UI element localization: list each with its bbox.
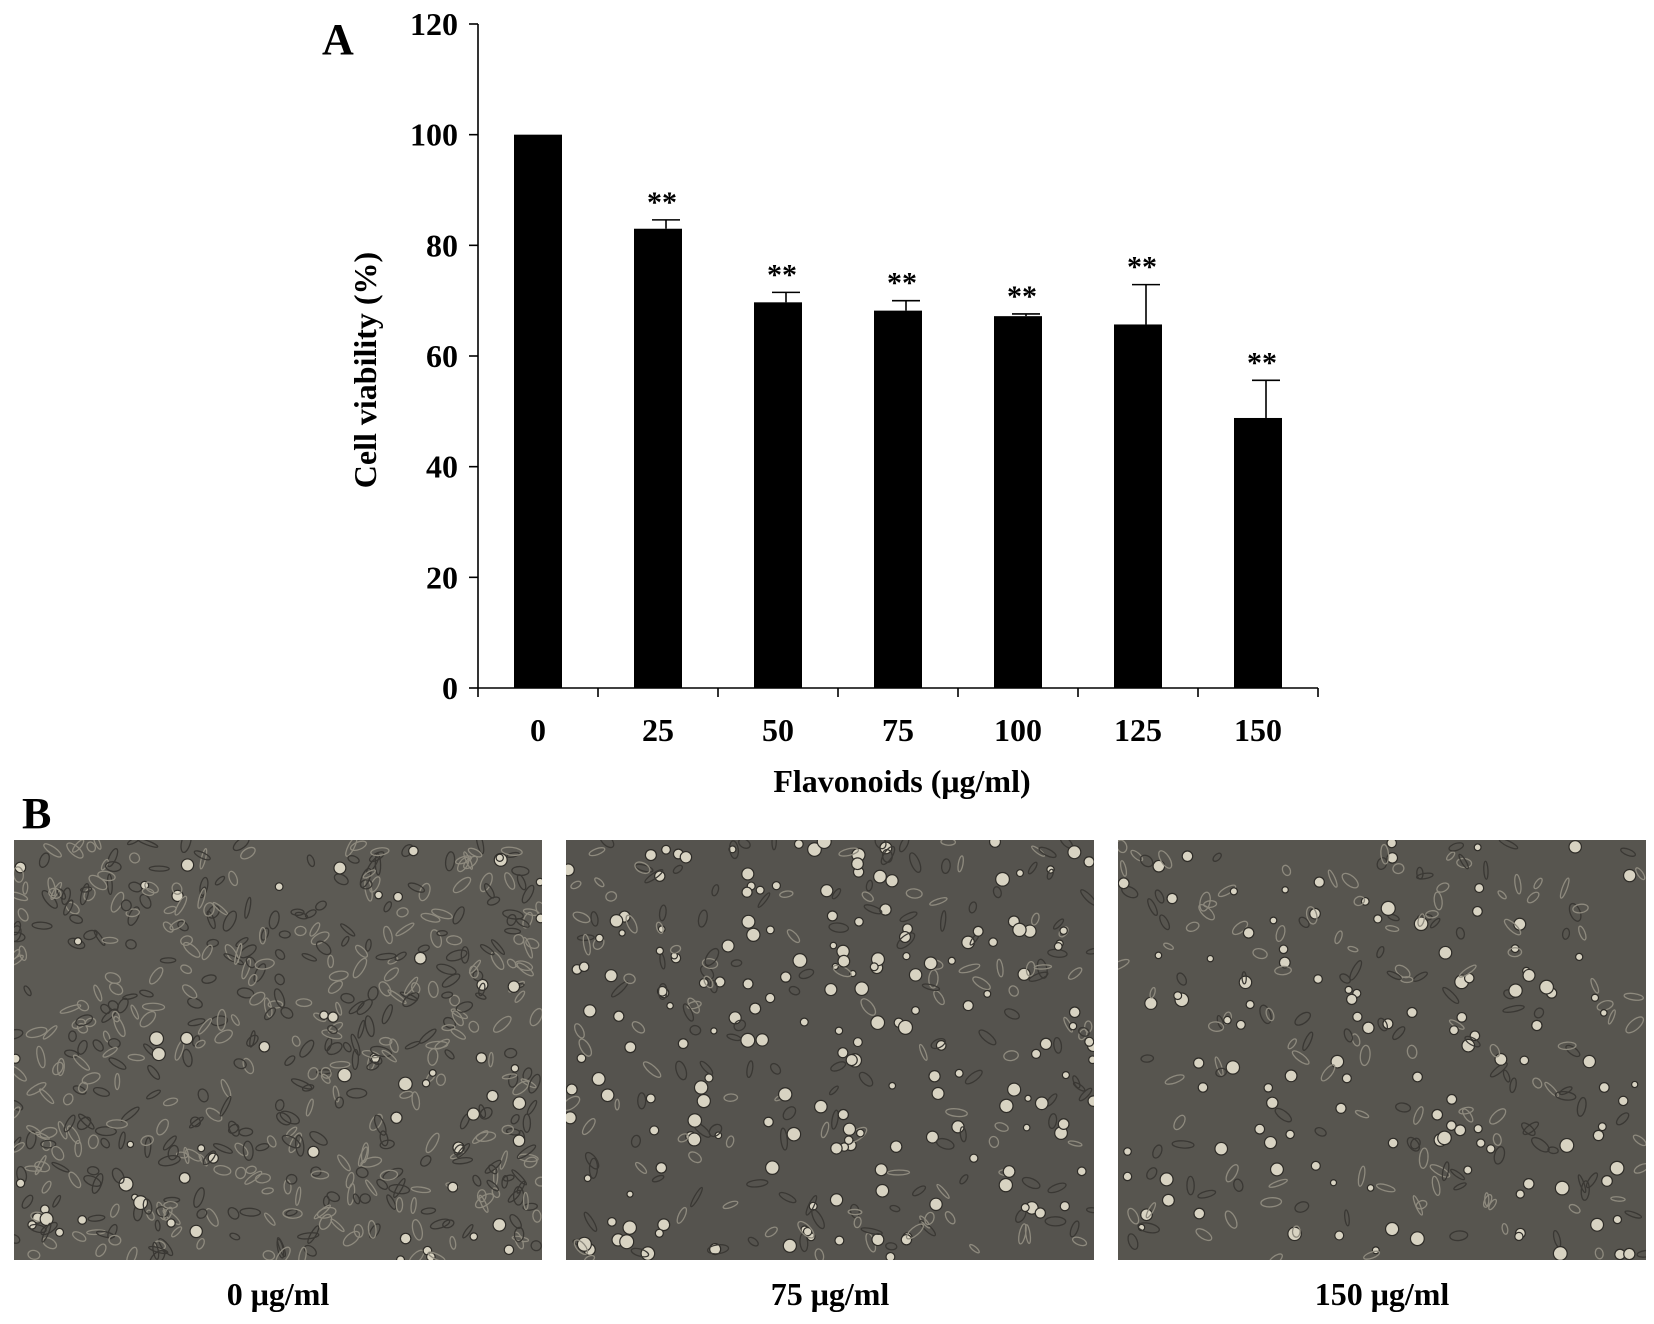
micrograph-caption-75: 75 μg/ml: [770, 1276, 890, 1312]
micrograph-0: [14, 840, 542, 1260]
y-tick-label: 100: [410, 117, 458, 153]
x-tick-label-150: 150: [1234, 712, 1282, 748]
x-tick-label-100: 100: [994, 712, 1042, 748]
x-tick-label-125: 125: [1114, 712, 1162, 748]
y-axis-label: Cell viability (%): [347, 252, 383, 488]
bar-chart: 0 20 40 60 80 100 120 ** ** ** ** ** ** 0 25 50 75 100 1…: [347, 6, 1319, 799]
micrograph-caption-0: 0 μg/ml: [226, 1276, 330, 1312]
y-tick-label: 0: [442, 670, 458, 706]
bar-0: [514, 134, 562, 688]
y-tick-label: 60: [426, 338, 458, 374]
x-tick-label-75: 75: [882, 712, 914, 748]
significance-mark-75: **: [887, 267, 917, 300]
x-axis-ticks: 0 25 50 75 100 125 150: [477, 688, 1319, 748]
significance-mark-25: **: [647, 186, 677, 219]
bar-25: [634, 228, 682, 688]
x-tick-label-25: 25: [642, 712, 674, 748]
y-tick-label: 20: [426, 559, 458, 595]
panel-a-label: A: [322, 15, 354, 64]
x-tick-label-0: 0: [530, 712, 546, 748]
bars: ** ** ** ** ** **: [514, 134, 1282, 688]
significance-mark-100: **: [1007, 280, 1037, 313]
significance-mark-50: **: [767, 258, 797, 291]
bar-50: [754, 302, 802, 688]
x-tick-label-50: 50: [762, 712, 794, 748]
micrograph-caption-150: 150 μg/ml: [1314, 1276, 1450, 1312]
bar-100: [994, 316, 1042, 688]
micrograph-150: [1118, 840, 1646, 1260]
y-tick-label: 40: [426, 449, 458, 485]
x-axis-label: Flavonoids (μg/ml): [773, 763, 1030, 799]
micrograph-75: [566, 840, 1094, 1260]
y-tick-label: 80: [426, 227, 458, 263]
bar-150: [1234, 417, 1282, 688]
panel-b-label: B: [22, 789, 52, 838]
significance-mark-125: **: [1127, 251, 1157, 284]
y-axis-ticks: 0 20 40 60 80 100 120: [410, 6, 478, 706]
bar-75: [874, 310, 922, 688]
significance-mark-150: **: [1247, 346, 1277, 379]
y-tick-label: 120: [410, 6, 458, 42]
bar-125: [1114, 324, 1162, 688]
